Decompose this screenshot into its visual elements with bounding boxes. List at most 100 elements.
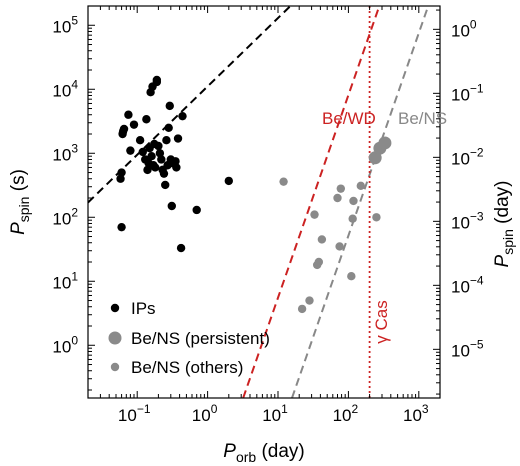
y-left-label-main: P: [8, 222, 29, 235]
y-tick-label-4: 104: [52, 77, 78, 100]
point-ips-7: [126, 146, 135, 155]
x-tick-label-4: 103: [403, 402, 429, 425]
y-tick-label-1-base: 10: [52, 273, 71, 292]
y-left-label-unit: (s): [8, 169, 29, 196]
x-axis-label-unit: (day): [256, 441, 305, 462]
y-tick-label-2-exp: 2: [71, 205, 78, 219]
y-right-label-sub: spin: [500, 229, 516, 255]
point-ips-12: [142, 115, 151, 124]
point-be-ns-others-13: [356, 181, 366, 191]
point-ips-40: [176, 243, 186, 253]
legend: IPs Be/NS (persistent) Be/NS (others): [108, 299, 270, 377]
point-ips-8: [129, 120, 139, 129]
x-tick-label-3-base: 10: [333, 406, 352, 425]
point-ips-0: [117, 222, 126, 232]
point-ips-28: [159, 169, 169, 178]
x-axis-label: Porb (day): [223, 441, 305, 465]
x-axis-label-main: P: [223, 441, 236, 462]
y-tick-label-5-base: 10: [52, 17, 71, 36]
point-ips-35: [167, 201, 176, 211]
label-gamma-cas: γ Cas: [372, 300, 391, 343]
x-tick-label-0-base: 10: [118, 406, 137, 425]
y-right-tick-label-5: 100: [451, 17, 477, 40]
reference-line-be-ns: [291, 6, 430, 398]
point-ips-30: [162, 136, 171, 145]
y-tick-label-2-base: 10: [52, 209, 71, 228]
y-tick-label-0-base: 10: [52, 337, 71, 356]
y-right-tick-label-3-base: 10: [451, 149, 470, 168]
y-right-tick-label-2-exp: −3: [470, 209, 484, 223]
y-right-tick-label-1-base: 10: [451, 277, 470, 296]
y-right-tick-label-0-exp: −5: [470, 337, 484, 351]
y-tick-label-3: 103: [52, 141, 78, 164]
legend-label-1: Be/NS (persistent): [131, 329, 270, 348]
label-be-wd: Be/WD: [322, 109, 376, 128]
y-right-tick-label-2-base: 10: [451, 213, 470, 232]
point-be-ns-persistent-0: [368, 151, 382, 165]
y-left-label-sub: spin: [16, 197, 32, 223]
y-right-tick-label-4: 10−1: [451, 81, 484, 104]
y-tick-label-1-exp: 1: [71, 269, 78, 283]
point-ips-17: [147, 151, 156, 161]
point-be-ns-others-10: [347, 272, 356, 281]
y-tick-label-0-exp: 0: [71, 333, 78, 347]
y-right-label-unit: (day): [492, 181, 513, 230]
x-tick-label-1: 100: [192, 402, 218, 425]
point-ips-5: [119, 124, 129, 134]
y-tick-label-4-base: 10: [52, 81, 71, 100]
point-ips-9: [135, 136, 145, 145]
point-ips-10: [138, 147, 147, 157]
y-right-tick-label-0: 10−5: [451, 337, 484, 360]
y-right-tick-label-1: 10−4: [451, 273, 484, 296]
y-right-tick-label-4-base: 10: [451, 85, 470, 104]
y-tick-label-3-base: 10: [52, 145, 71, 164]
x-tick-label-4-exp: 3: [422, 402, 429, 416]
reference-line-black: [88, 6, 292, 204]
point-be-ns-others-8: [335, 242, 344, 251]
axis-labels: Porb (day)Pspin (s)Pspin (day): [8, 169, 516, 465]
y-tick-label-1: 101: [52, 269, 78, 292]
y-axis-label-left: Pspin (s): [8, 169, 32, 235]
point-ips-2: [117, 168, 126, 177]
x-tick-label-1-exp: 0: [211, 402, 218, 416]
point-ips-29: [161, 180, 170, 190]
point-ips-6: [124, 110, 133, 119]
x-tick-label-2-base: 10: [262, 406, 281, 425]
y-tick-label-2: 102: [52, 205, 78, 228]
point-be-ns-others-6: [317, 235, 327, 244]
x-tick-label-0: 10−1: [118, 402, 151, 425]
point-ips-24: [154, 141, 163, 151]
reference-line-be-wd: [242, 6, 381, 398]
point-be-ns-others-5: [314, 257, 324, 267]
point-ips-13: [143, 165, 152, 175]
reference-lines: [88, 6, 430, 398]
y-right-tick-label-5-base: 10: [451, 21, 470, 40]
y-right-tick-label-5-exp: 0: [470, 17, 477, 31]
x-axis-label-sub: orb: [236, 449, 256, 465]
point-ips-38: [172, 163, 181, 172]
legend-marker-0: [110, 303, 120, 313]
x-tick-label-1-base: 10: [192, 406, 211, 425]
point-be-ns-others-1: [297, 304, 307, 314]
label-be-ns: Be/NS: [398, 109, 447, 128]
point-be-ns-others-0: [279, 177, 288, 186]
y-right-tick-label-0-base: 10: [451, 341, 470, 360]
y-right-tick-label-3: 10−2: [451, 145, 484, 168]
data-points: [116, 75, 392, 314]
point-ips-39: [173, 134, 183, 143]
y-right-label-main: P: [492, 254, 513, 267]
y-tick-label-3-exp: 3: [71, 141, 78, 155]
point-ips-26: [157, 155, 166, 164]
x-tick-label-4-base: 10: [403, 406, 422, 425]
x-tick-label-2-exp: 1: [281, 402, 288, 416]
point-be-ns-others-11: [348, 214, 357, 223]
point-ips-23: [152, 75, 162, 85]
y-tick-label-0: 100: [52, 333, 78, 356]
legend-label-2: Be/NS (others): [131, 358, 243, 377]
point-be-ns-others-9: [336, 184, 346, 193]
point-ips-32: [164, 123, 173, 132]
x-tick-label-0-exp: −1: [137, 402, 151, 416]
y-right-tick-label-3-exp: −2: [470, 145, 484, 159]
legend-label-0: IPs: [131, 299, 156, 318]
point-ips-33: [165, 101, 174, 111]
